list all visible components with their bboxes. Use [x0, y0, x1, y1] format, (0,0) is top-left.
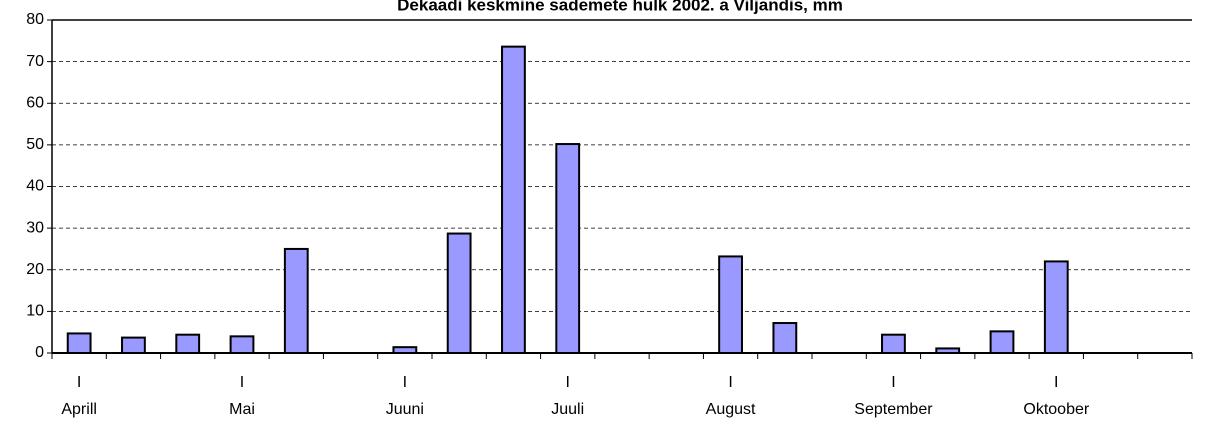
x-tick-label: Mai — [229, 401, 255, 418]
y-tick-label: 40 — [26, 178, 44, 195]
bar — [555, 143, 581, 354]
y-tick-label: 70 — [26, 53, 44, 70]
x-tick-label: Aprill — [61, 401, 97, 418]
decade-label: I — [240, 374, 244, 391]
bar — [881, 333, 906, 354]
decade-label: I — [565, 374, 569, 391]
decade-label: I — [1054, 374, 1058, 391]
bar — [66, 332, 92, 354]
x-tick-label: Juuli — [551, 401, 584, 418]
bar — [989, 330, 1015, 355]
x-tick-label: August — [706, 401, 756, 418]
y-tick-label: 30 — [26, 219, 44, 236]
bar — [283, 247, 309, 354]
bar — [175, 333, 201, 354]
bar — [229, 335, 255, 355]
y-tick-label: 20 — [26, 261, 44, 278]
y-tick-label: 60 — [26, 94, 44, 111]
x-tick-label: September — [854, 401, 933, 418]
y-tick-label: 50 — [26, 136, 44, 153]
bar — [446, 232, 472, 355]
decade-label: I — [891, 374, 895, 391]
bar — [121, 336, 146, 355]
decade-label: I — [728, 374, 732, 391]
y-tick-label: 80 — [26, 11, 44, 28]
x-tick-label: Juuni — [386, 401, 424, 418]
x-tick-label: Oktoober — [1023, 401, 1089, 418]
bar — [772, 322, 798, 354]
bar — [1043, 260, 1069, 354]
chart-title: Dekaadi keskmine sademete hulk 2002. a V… — [397, 0, 843, 14]
bar — [501, 45, 526, 354]
bar — [718, 255, 743, 354]
decade-label: I — [77, 374, 81, 391]
decade-label: I — [403, 374, 407, 391]
y-tick-label: 10 — [26, 303, 44, 320]
y-tick-label: 0 — [35, 344, 44, 361]
